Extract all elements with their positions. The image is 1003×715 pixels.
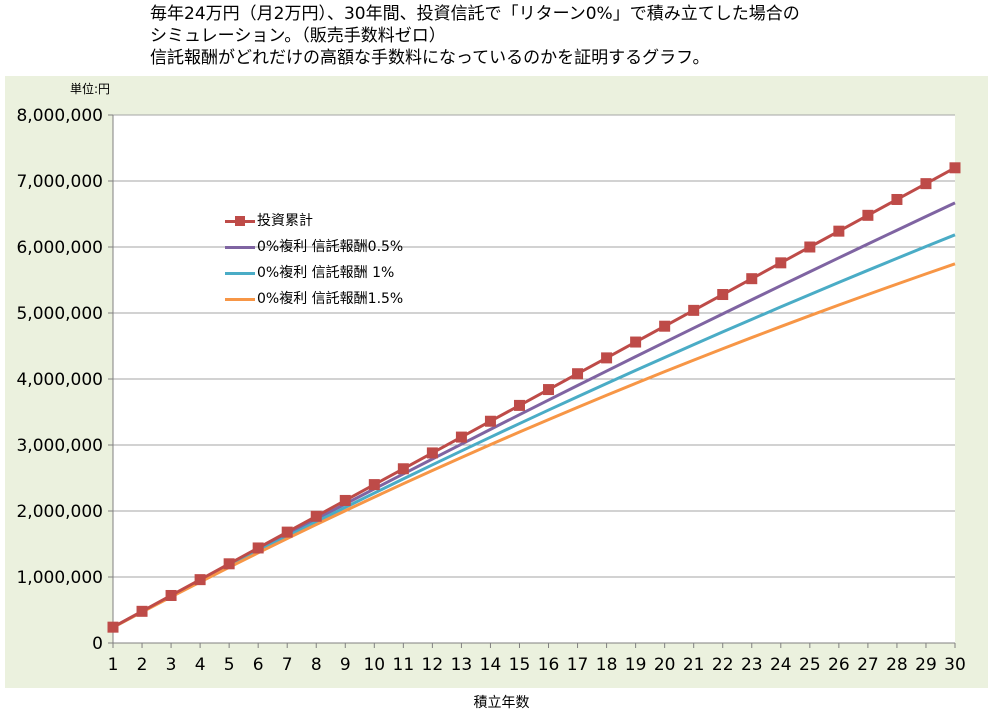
data-point-marker	[833, 225, 845, 237]
x-tick-label: 14	[480, 655, 502, 675]
x-tick-label: 8	[311, 655, 322, 675]
data-point-marker	[252, 542, 264, 554]
legend-item: 投資累計	[225, 208, 403, 234]
legend-item: 0%複利 信託報酬1.5%	[225, 286, 403, 312]
legend-marker	[235, 216, 245, 226]
data-point-marker	[136, 605, 148, 617]
x-tick-label: 24	[770, 655, 792, 675]
x-tick-label: 7	[282, 655, 293, 675]
data-point-marker	[775, 257, 787, 269]
x-tick-label: 20	[654, 655, 676, 675]
series-lines	[107, 162, 961, 633]
x-tick-label: 16	[538, 655, 560, 675]
y-tick-label: 8,000,000	[16, 106, 103, 126]
x-tick-label: 23	[741, 655, 763, 675]
x-tick-label: 5	[224, 655, 235, 675]
x-tick-label: 3	[166, 655, 177, 675]
title-line-1: 毎年24万円（月2万円）、30年間、投資信託で「リターン0%」で積み立てした場合…	[150, 4, 800, 24]
data-point-marker	[339, 494, 351, 506]
data-point-marker	[891, 193, 903, 205]
x-tick-label: 22	[712, 655, 734, 675]
legend-swatch	[225, 267, 255, 279]
legend-swatch	[225, 215, 255, 227]
series-line-3	[112, 262, 956, 629]
data-point-marker	[223, 558, 235, 570]
data-point-marker	[659, 320, 671, 332]
x-tick-label: 18	[596, 655, 618, 675]
x-tick-label: 30	[944, 655, 966, 675]
legend-line	[225, 272, 255, 275]
data-point-marker	[543, 384, 555, 396]
data-point-marker	[107, 621, 119, 633]
x-tick-label: 2	[137, 655, 148, 675]
data-point-marker	[194, 574, 206, 586]
data-point-marker	[717, 289, 729, 301]
x-tick-label: 26	[828, 655, 850, 675]
legend-label: 0%複利 信託報酬0.5%	[257, 239, 404, 255]
data-point-marker	[949, 162, 961, 174]
legend-item: 0%複利 信託報酬 1%	[225, 260, 403, 286]
data-point-marker	[426, 447, 438, 459]
x-tick-label: 28	[886, 655, 908, 675]
y-tick-label: 6,000,000	[16, 238, 103, 258]
data-point-marker	[455, 431, 467, 443]
data-point-marker	[513, 399, 525, 411]
x-tick-label: 27	[857, 655, 879, 675]
axes	[108, 114, 956, 648]
chart-title: 毎年24万円（月2万円）、30年間、投資信託で「リターン0%」で積み立てした場合…	[150, 3, 800, 69]
data-point-marker	[484, 415, 496, 427]
legend-label: 投資累計	[257, 213, 313, 229]
y-axis-tick-labels: 0 1,000,000 2,000,000 3,000,000 4,000,000 5,0…	[16, 106, 103, 654]
x-axis-label: 積立年数	[473, 695, 530, 711]
x-tick-label: 11	[393, 655, 415, 675]
data-point-marker	[630, 336, 642, 348]
x-tick-label: 25	[799, 655, 821, 675]
data-point-marker	[804, 241, 816, 253]
data-point-marker	[397, 463, 409, 475]
legend-item: 0%複利 信託報酬0.5%	[225, 234, 403, 260]
legend: 投資累計 0%複利 信託報酬0.5% 0%複利 信託報酬 1% 0%複利 信託報酬1.…	[225, 208, 403, 312]
y-tick-label: 7,000,000	[16, 172, 103, 192]
data-point-marker	[368, 479, 380, 491]
y-tick-label: 2,000,000	[16, 502, 103, 522]
data-point-marker	[572, 368, 584, 380]
data-point-marker	[601, 352, 613, 364]
data-point-marker	[862, 209, 874, 221]
data-point-marker	[281, 526, 293, 538]
x-tick-label: 12	[422, 655, 444, 675]
legend-label: 0%複利 信託報酬1.5%	[257, 291, 404, 307]
data-point-marker	[920, 178, 932, 190]
y-tick-label: 0	[92, 634, 103, 654]
x-tick-label: 29	[915, 655, 937, 675]
data-point-marker	[746, 273, 758, 285]
legend-line	[225, 246, 255, 249]
x-tick-label: 17	[567, 655, 589, 675]
y-tick-label: 4,000,000	[16, 370, 103, 390]
x-tick-label: 1	[108, 655, 119, 675]
x-tick-label: 19	[625, 655, 647, 675]
x-tick-label: 13	[451, 655, 473, 675]
data-point-marker	[688, 304, 700, 316]
x-tick-label: 15	[509, 655, 531, 675]
legend-line	[225, 298, 255, 301]
y-tick-label: 3,000,000	[16, 436, 103, 456]
y-tick-label: 1,000,000	[16, 568, 103, 588]
y-tick-label: 5,000,000	[16, 304, 103, 324]
title-line-2: シミュレーション。（販売手数料ゼロ）	[150, 26, 446, 46]
x-tick-label: 4	[195, 655, 206, 675]
legend-swatch	[225, 241, 255, 253]
legend-swatch	[225, 293, 255, 305]
title-line-3: 信託報酬がどれだけの高額な手数料になっているのかを証明するグラフ。	[150, 48, 710, 68]
legend-label: 0%複利 信託報酬 1%	[257, 265, 395, 281]
x-tick-label: 21	[683, 655, 705, 675]
x-tick-label: 10	[363, 655, 385, 675]
data-point-marker	[310, 510, 322, 522]
y-axis-unit-label: 単位:円	[70, 82, 111, 96]
data-point-marker	[165, 589, 177, 601]
x-tick-label: 9	[340, 655, 351, 675]
x-axis-tick-labels: 1 2 3 4 5 6 7 8 9 10 11 12 13 14 15 16 17 18 19 20 21 22 23 24 2…	[108, 655, 966, 675]
x-tick-label: 6	[253, 655, 264, 675]
